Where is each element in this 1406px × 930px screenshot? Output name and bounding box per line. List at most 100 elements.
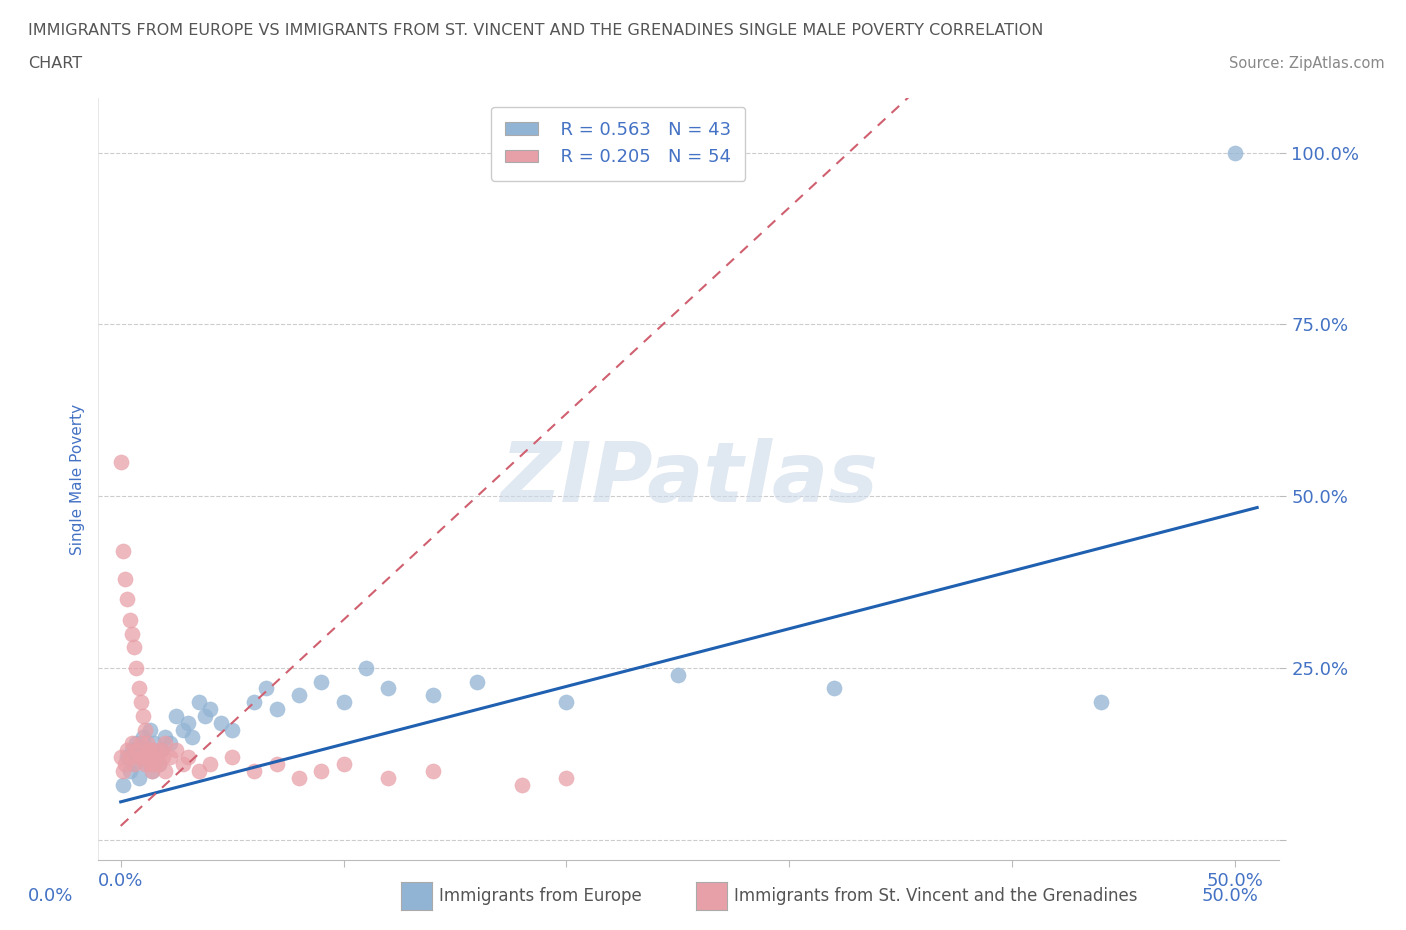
Point [117,743,139,758]
Point [187,764,209,778]
Point [136,736,159,751]
Text: Source: ZipAtlas.com: Source: ZipAtlas.com [1229,56,1385,71]
Point [110,750,132,764]
Point [155,736,177,751]
Point [114,757,136,772]
Point [309,674,332,689]
Point [143,743,166,758]
Text: IMMIGRANTS FROM EUROPE VS IMMIGRANTS FROM ST. VINCENT AND THE GRENADINES SINGLE : IMMIGRANTS FROM EUROPE VS IMMIGRANTS FRO… [28,23,1043,38]
Legend:   R = 0.563   N = 43,   R = 0.205   N = 54: R = 0.563 N = 43, R = 0.205 N = 54 [491,107,745,180]
Point [176,750,198,764]
Point [111,764,134,778]
Point [243,695,266,710]
Point [209,715,232,730]
Point [155,729,177,744]
Point [141,750,163,764]
Point [198,757,221,772]
Point [145,750,167,764]
Point [132,709,155,724]
Point [117,750,139,764]
Point [666,668,689,683]
Point [122,640,145,655]
Point [149,743,172,758]
Point [288,770,311,785]
Point [198,701,221,716]
Point [136,743,159,758]
Y-axis label: Single Male Poverty: Single Male Poverty [69,404,84,554]
Point [165,709,187,724]
Point [149,743,172,758]
Point [309,764,332,778]
Point [125,660,148,675]
Point [288,688,311,703]
Point [266,757,288,772]
Point [377,681,399,696]
Point [132,750,155,764]
Point [125,736,148,751]
Point [148,757,170,772]
Point [111,777,134,792]
Point [128,750,150,764]
Point [823,681,845,696]
Point [332,757,354,772]
Point [143,736,166,751]
Point [465,674,488,689]
Point [148,757,170,772]
Point [555,770,578,785]
Point [141,764,163,778]
Point [114,571,136,586]
Point [176,715,198,730]
Point [122,757,145,772]
Point [332,695,354,710]
Point [118,750,141,764]
Point [155,764,177,778]
Point [110,455,132,470]
Point [1223,145,1246,160]
Point [128,681,150,696]
Point [138,757,160,772]
Point [121,736,143,751]
Point [134,757,156,772]
Point [129,736,152,751]
Point [510,777,533,792]
Point [122,757,145,772]
Text: 50.0%: 50.0% [1202,886,1258,905]
Point [128,770,150,785]
Point [117,591,139,606]
Point [221,750,243,764]
Point [111,544,134,559]
Point [145,750,167,764]
Point [118,764,141,778]
Text: Immigrants from St. Vincent and the Grenadines: Immigrants from St. Vincent and the Gren… [734,886,1137,905]
Point [118,612,141,627]
Point [243,764,266,778]
Point [377,770,399,785]
Point [143,757,166,772]
Point [138,723,160,737]
Point [125,743,148,758]
Point [422,688,444,703]
Text: CHART: CHART [28,56,82,71]
Point [138,743,160,758]
Point [121,626,143,641]
Point [172,723,194,737]
Point [254,681,277,696]
Point [165,743,187,758]
Point [136,750,159,764]
Point [159,736,181,751]
Point [159,750,181,764]
Point [221,723,243,737]
Point [1090,695,1112,710]
Point [129,750,152,764]
Point [266,701,288,716]
Text: ZIPatlas: ZIPatlas [501,438,877,520]
Point [141,764,163,778]
Point [152,750,174,764]
Point [129,695,152,710]
Point [354,660,377,675]
Point [132,729,155,744]
Point [181,729,204,744]
Point [172,757,194,772]
Text: Immigrants from Europe: Immigrants from Europe [439,886,641,905]
Point [555,695,578,710]
